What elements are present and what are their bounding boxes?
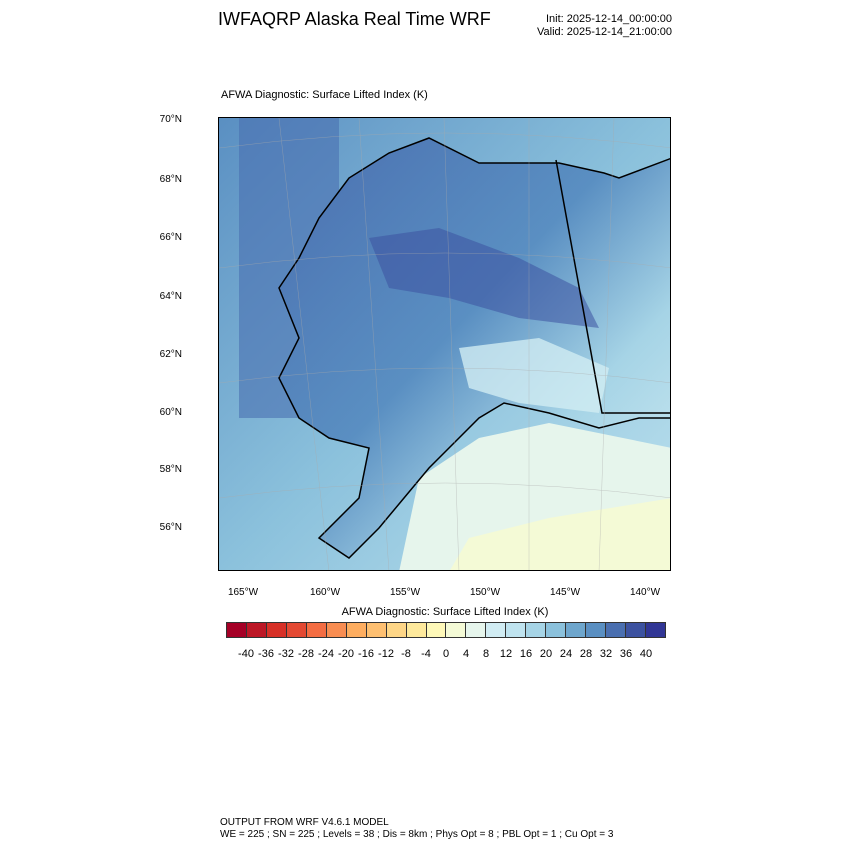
colorbar-label: 24: [559, 648, 573, 660]
lon-label: 150°W: [469, 587, 501, 598]
colorbar-label: 0: [442, 648, 450, 660]
colorbar-label: 28: [579, 648, 593, 660]
colorbar-label: 36: [619, 648, 633, 660]
footer-model: OUTPUT FROM WRF V4.6.1 MODEL: [220, 817, 389, 828]
colorbar: [226, 622, 666, 638]
colorbar-label: 4: [462, 648, 470, 660]
lat-label: 70°N: [159, 114, 182, 125]
colorbar-swatch: [346, 623, 367, 637]
colorbar-label: -4: [421, 648, 431, 660]
lat-label: 58°N: [159, 464, 182, 475]
colorbar-swatch: [646, 623, 665, 637]
colorbar-label: 16: [519, 648, 533, 660]
lon-label: 165°W: [227, 587, 259, 598]
lon-label: 140°W: [629, 587, 661, 598]
colorbar-label: -8: [401, 648, 411, 660]
colorbar-swatch: [246, 623, 267, 637]
colorbar-swatch: [406, 623, 427, 637]
colorbar-swatch: [566, 623, 587, 637]
gulf-south: [450, 498, 670, 570]
colorbar-swatch: [586, 623, 607, 637]
lat-label: 56°N: [159, 522, 182, 533]
canada-border: [555, 159, 670, 414]
lat-label: 68°N: [159, 174, 182, 185]
colorbar-label: -28: [298, 648, 314, 660]
lon-label: 160°W: [309, 587, 341, 598]
colorbar-swatch: [506, 623, 527, 637]
lat-label: 64°N: [159, 291, 182, 302]
colorbar-swatch: [306, 623, 327, 637]
valid-time: Valid: 2025-12-14_21:00:00: [537, 26, 672, 38]
colorbar-label: -16: [358, 648, 374, 660]
colorbar-label: 12: [499, 648, 513, 660]
init-time: Init: 2025-12-14_00:00:00: [546, 13, 672, 25]
colorbar-swatch: [526, 623, 547, 637]
lat-label: 62°N: [159, 349, 182, 360]
colorbar-label: -36: [258, 648, 274, 660]
plot-main-title: IWFAQRP Alaska Real Time WRF: [218, 9, 491, 29]
footer-settings: WE = 225 ; SN = 225 ; Levels = 38 ; Dis …: [220, 829, 614, 840]
lat-label: 60°N: [159, 407, 182, 418]
colorbar-label: 8: [482, 648, 490, 660]
colorbar-title: AFWA Diagnostic: Surface Lifted Index (K…: [341, 606, 549, 618]
colorbar-swatch: [366, 623, 387, 637]
colorbar-swatch: [286, 623, 307, 637]
colorbar-label: 40: [639, 648, 653, 660]
colorbar-swatch: [626, 623, 647, 637]
colorbar-swatch: [446, 623, 467, 637]
colorbar-label: -12: [378, 648, 394, 660]
lon-label: 155°W: [389, 587, 421, 598]
colorbar-label: -32: [278, 648, 294, 660]
colorbar-label: 32: [599, 648, 613, 660]
lifted-index-map: [219, 118, 670, 570]
colorbar-swatch: [466, 623, 487, 637]
colorbar-label: -24: [318, 648, 334, 660]
colorbar-swatch: [426, 623, 447, 637]
graticule: [219, 118, 670, 570]
colorbar-swatch: [266, 623, 287, 637]
field-title: AFWA Diagnostic: Surface Lifted Index (K…: [221, 89, 428, 101]
colorbar-swatch: [546, 623, 567, 637]
map-panel: [218, 117, 671, 571]
colorbar-label: 20: [539, 648, 553, 660]
lat-label: 66°N: [159, 232, 182, 243]
colorbar-swatch: [386, 623, 407, 637]
colorbar-swatch: [326, 623, 347, 637]
southcentral-low-li: [459, 338, 609, 413]
colorbar-swatch: [486, 623, 507, 637]
lon-label: 145°W: [549, 587, 581, 598]
colorbar-label: -40: [238, 648, 254, 660]
colorbar-swatch: [227, 623, 247, 637]
colorbar-swatch: [606, 623, 627, 637]
colorbar-label: -20: [338, 648, 354, 660]
